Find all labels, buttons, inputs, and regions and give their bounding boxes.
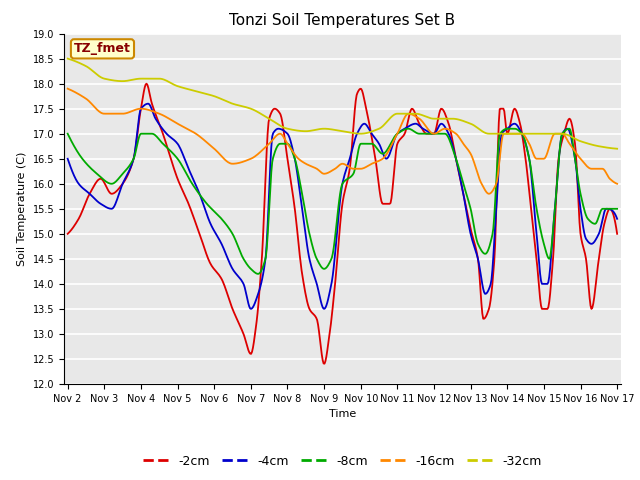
-2cm	[314, 317, 321, 323]
Line: -8cm: -8cm	[68, 129, 617, 274]
-2cm	[613, 231, 621, 237]
-2cm	[433, 124, 440, 130]
-32cm	[613, 146, 621, 152]
Line: -16cm: -16cm	[68, 89, 617, 194]
-4cm	[613, 216, 621, 222]
-2cm	[64, 231, 72, 237]
-2cm	[162, 140, 170, 145]
-4cm	[206, 219, 214, 225]
X-axis label: Time: Time	[329, 409, 356, 419]
-8cm	[431, 131, 439, 137]
-32cm	[161, 77, 169, 83]
-32cm	[431, 116, 438, 121]
-2cm	[206, 260, 214, 265]
-8cm	[205, 203, 212, 209]
-8cm	[504, 126, 512, 132]
-8cm	[314, 257, 321, 263]
-2cm	[390, 177, 397, 183]
-4cm	[433, 128, 440, 134]
-16cm	[205, 142, 212, 147]
-4cm	[145, 101, 152, 107]
-2cm	[321, 361, 328, 367]
-16cm	[477, 180, 485, 186]
-32cm	[477, 128, 485, 133]
-8cm	[64, 131, 72, 137]
-16cm	[64, 86, 72, 92]
-16cm	[485, 191, 493, 197]
-16cm	[613, 181, 621, 187]
-16cm	[388, 143, 396, 148]
-2cm	[143, 81, 150, 86]
-4cm	[390, 140, 397, 146]
-2cm	[479, 316, 487, 322]
Text: TZ_fmet: TZ_fmet	[74, 42, 131, 55]
-4cm	[247, 306, 255, 312]
-16cm	[161, 113, 169, 119]
-32cm	[64, 56, 72, 61]
-32cm	[312, 127, 320, 132]
-16cm	[431, 131, 438, 136]
Y-axis label: Soil Temperature (C): Soil Temperature (C)	[17, 152, 27, 266]
-8cm	[388, 138, 396, 144]
-32cm	[388, 114, 396, 120]
-8cm	[255, 271, 262, 276]
Title: Tonzi Soil Temperatures Set B: Tonzi Soil Temperatures Set B	[229, 13, 456, 28]
-32cm	[205, 92, 212, 97]
Line: -32cm: -32cm	[68, 59, 617, 149]
Line: -2cm: -2cm	[68, 84, 617, 364]
-4cm	[64, 156, 72, 162]
-4cm	[479, 286, 487, 292]
-8cm	[161, 143, 169, 148]
Line: -4cm: -4cm	[68, 104, 617, 309]
-8cm	[479, 249, 486, 255]
-4cm	[314, 286, 322, 292]
-8cm	[613, 206, 621, 212]
Legend: -2cm, -4cm, -8cm, -16cm, -32cm: -2cm, -4cm, -8cm, -16cm, -32cm	[138, 450, 547, 473]
-16cm	[312, 166, 320, 171]
-4cm	[162, 130, 170, 136]
